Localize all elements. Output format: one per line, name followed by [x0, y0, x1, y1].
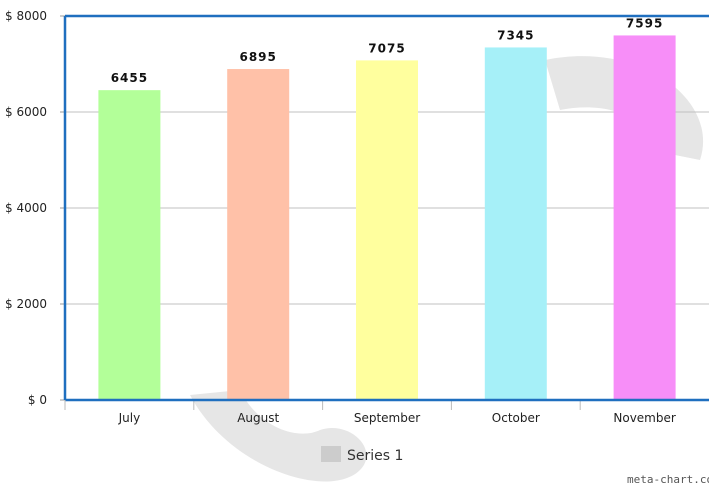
data-label-august: 6895 [239, 50, 276, 64]
y-tick-label: $ 4000 [5, 201, 47, 215]
data-label-july: 6455 [111, 71, 148, 85]
x-tick-label-november: November [613, 411, 675, 425]
y-tick-label: $ 8000 [5, 9, 47, 23]
axes [60, 14, 709, 410]
y-tick-label: $ 0 [28, 393, 47, 407]
bar-july [98, 90, 161, 400]
x-tick-label-august: August [237, 411, 279, 425]
legend-label-series-1: Series 1 [347, 448, 403, 464]
data-label-september: 7075 [368, 41, 405, 55]
bar-august [227, 69, 290, 400]
legend: Series 1 [321, 446, 403, 464]
data-label-november: 7595 [626, 16, 663, 30]
legend-swatch-series-1 [321, 446, 341, 462]
data-label-october: 7345 [497, 28, 534, 42]
bar-september [356, 60, 418, 401]
bar-november [613, 35, 676, 400]
y-tick-label: $ 2000 [5, 297, 47, 311]
x-tick-label-september: September [354, 411, 420, 425]
x-tick-label-july: July [118, 411, 141, 425]
watermark-text: meta-chart.cor [627, 473, 709, 486]
watermark-swoosh-shape-2 [190, 390, 367, 482]
labels: $ 0 $ 2000 $ 4000 $ 6000 $ 8000 6455 July 6895 A… [5, 9, 676, 425]
y-tick-label: $ 6000 [5, 105, 47, 119]
x-tick-label-october: October [492, 411, 540, 425]
bar-october [484, 47, 547, 400]
bars [98, 35, 676, 401]
